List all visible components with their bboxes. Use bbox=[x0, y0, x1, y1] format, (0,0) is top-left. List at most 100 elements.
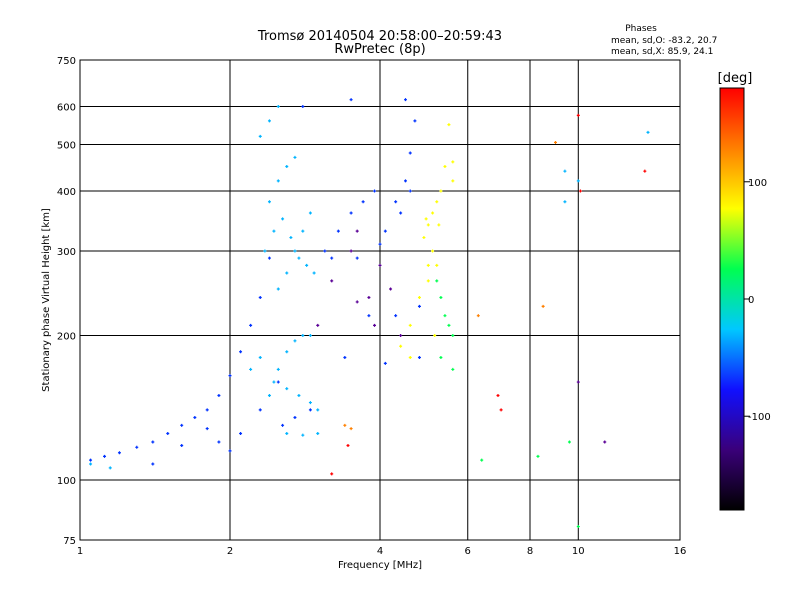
data-point bbox=[355, 256, 359, 260]
data-point bbox=[399, 334, 403, 338]
colorbar-label: [deg] bbox=[718, 71, 753, 86]
data-point bbox=[447, 123, 451, 127]
grid-lines bbox=[80, 60, 680, 540]
data-point bbox=[383, 361, 387, 365]
data-point bbox=[312, 271, 316, 275]
data-point bbox=[567, 440, 571, 444]
data-point bbox=[417, 355, 421, 359]
x-tick-label: 16 bbox=[674, 546, 687, 557]
data-point bbox=[205, 408, 209, 412]
chart-title: Tromsø 20140504 20:58:00–20:59:43 bbox=[257, 29, 502, 44]
data-point bbox=[426, 279, 430, 283]
data-point bbox=[536, 454, 540, 458]
data-point bbox=[349, 98, 353, 102]
data-point bbox=[316, 432, 320, 436]
data-point bbox=[285, 387, 289, 391]
data-point bbox=[281, 217, 285, 221]
data-point bbox=[563, 200, 567, 204]
data-point bbox=[435, 200, 439, 204]
y-tick-label: 750 bbox=[57, 56, 76, 67]
data-point bbox=[451, 334, 455, 338]
data-point bbox=[403, 179, 407, 183]
data-point bbox=[439, 355, 443, 359]
data-point bbox=[289, 236, 293, 240]
data-point bbox=[541, 304, 545, 308]
data-point bbox=[267, 256, 271, 260]
data-point bbox=[437, 223, 441, 227]
data-point bbox=[426, 263, 430, 267]
colorbar-tick-label: -100 bbox=[748, 412, 771, 423]
data-point bbox=[239, 350, 243, 354]
data-point bbox=[413, 119, 417, 123]
data-point bbox=[439, 296, 443, 300]
data-point bbox=[447, 323, 451, 327]
data-point bbox=[431, 249, 435, 253]
data-point bbox=[476, 314, 480, 318]
data-point bbox=[301, 229, 305, 233]
data-point bbox=[349, 249, 353, 253]
data-point bbox=[276, 105, 280, 109]
x-tick-label: 1 bbox=[77, 546, 83, 557]
data-point bbox=[293, 415, 297, 419]
data-point bbox=[373, 189, 377, 193]
data-point bbox=[389, 287, 393, 291]
y-axis-ticks: 75 100 200 300 400 500 600 750 bbox=[57, 56, 76, 547]
data-point bbox=[258, 134, 262, 138]
data-point bbox=[89, 462, 93, 466]
phases-o-line: mean, sd,O: -83.2, 20.7 bbox=[611, 36, 717, 46]
data-point bbox=[435, 263, 439, 267]
data-point bbox=[297, 394, 301, 398]
data-point bbox=[239, 432, 243, 436]
data-point bbox=[276, 380, 280, 384]
data-point bbox=[267, 394, 271, 398]
data-point bbox=[399, 344, 403, 348]
data-point bbox=[293, 155, 297, 159]
data-point bbox=[323, 249, 327, 253]
colorbar-tick-label: 0 bbox=[748, 295, 754, 306]
data-point bbox=[576, 179, 580, 183]
data-point bbox=[217, 440, 221, 444]
data-point bbox=[316, 323, 320, 327]
data-point bbox=[263, 249, 267, 253]
data-point bbox=[267, 200, 271, 204]
data-point bbox=[373, 323, 377, 327]
data-point bbox=[563, 169, 567, 173]
data-point bbox=[301, 433, 305, 437]
data-point bbox=[272, 229, 276, 233]
data-point bbox=[403, 98, 407, 102]
y-tick-label: 100 bbox=[57, 476, 76, 487]
data-point bbox=[258, 408, 262, 412]
data-point bbox=[117, 451, 121, 455]
data-point bbox=[330, 279, 334, 283]
data-point bbox=[367, 314, 371, 318]
data-point bbox=[293, 339, 297, 343]
data-point bbox=[378, 263, 382, 267]
data-point bbox=[576, 525, 580, 529]
x-tick-label: 6 bbox=[465, 546, 471, 557]
data-point bbox=[499, 408, 503, 412]
phases-x-line: mean, sd,X: 85.9, 24.1 bbox=[611, 47, 713, 57]
data-point bbox=[276, 287, 280, 291]
data-point bbox=[426, 223, 430, 227]
data-point bbox=[308, 334, 312, 338]
data-point bbox=[576, 380, 580, 384]
data-point bbox=[135, 445, 139, 449]
data-point bbox=[480, 458, 484, 462]
data-point bbox=[285, 432, 289, 436]
data-point bbox=[180, 423, 184, 427]
data-point bbox=[217, 394, 221, 398]
y-tick-label: 400 bbox=[57, 187, 76, 198]
data-point bbox=[451, 179, 455, 183]
data-point bbox=[89, 458, 93, 462]
data-point bbox=[383, 229, 387, 233]
data-point bbox=[378, 242, 382, 246]
x-tick-label: 2 bbox=[227, 546, 233, 557]
colorbar-ticks: 100 0 -100 bbox=[744, 178, 771, 423]
phases-heading: Phases bbox=[625, 24, 657, 34]
y-tick-label: 300 bbox=[57, 247, 76, 258]
data-point bbox=[297, 256, 301, 260]
data-point bbox=[394, 314, 398, 318]
data-point bbox=[249, 323, 253, 327]
x-axis-label: Frequency [MHz] bbox=[338, 560, 422, 571]
